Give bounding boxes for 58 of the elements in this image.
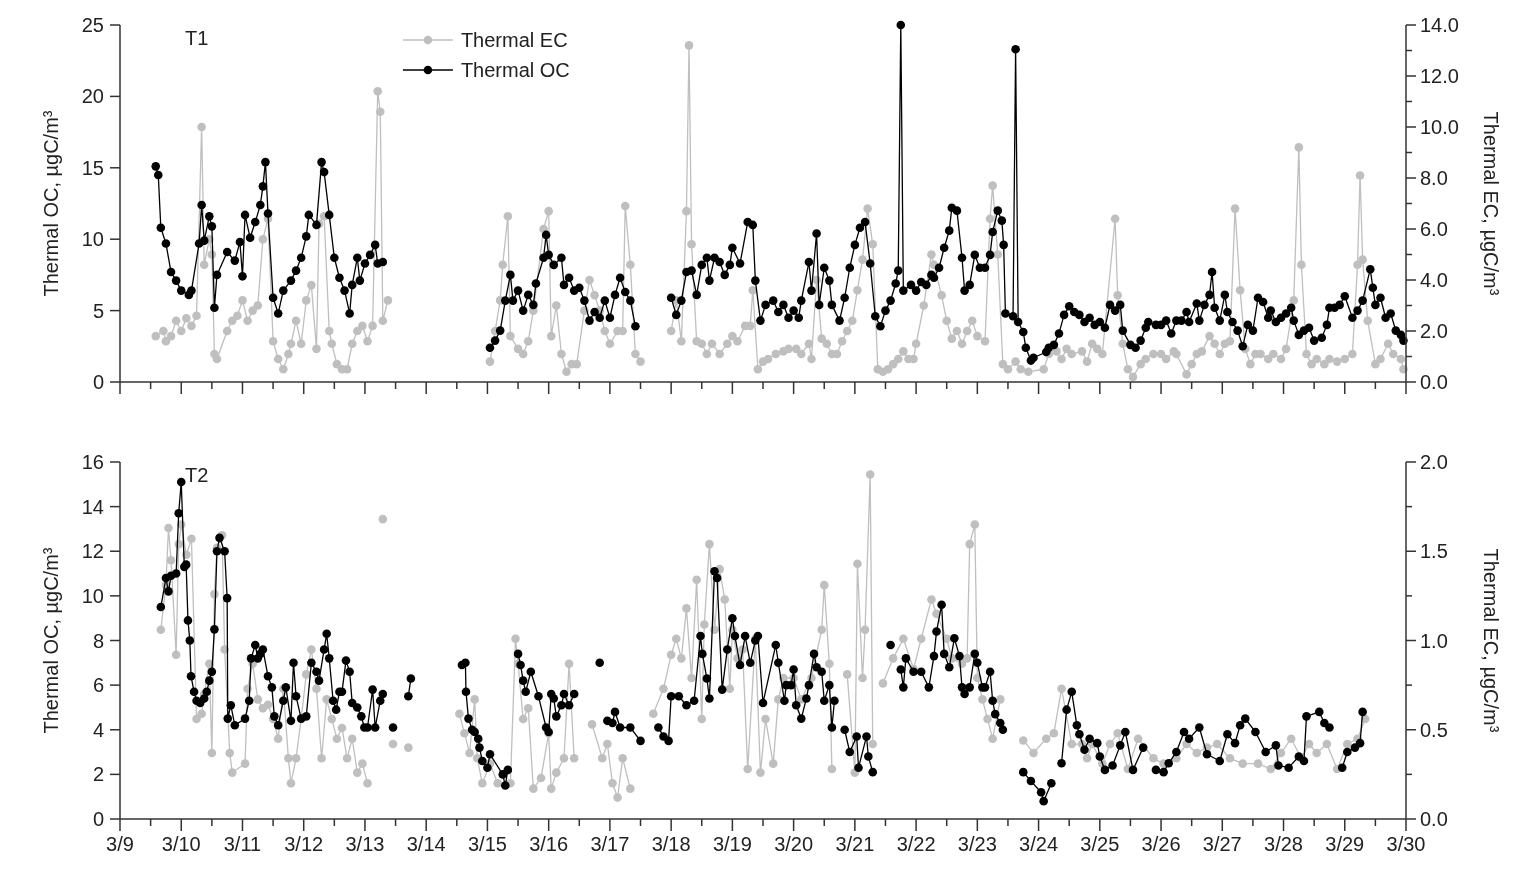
y-tick-label: 6	[92, 674, 104, 697]
y2-tick-label: 4.0	[1420, 269, 1448, 291]
y2-tick-label: 0.0	[1420, 371, 1448, 393]
x-tick-label: 3/14	[406, 833, 446, 855]
legend-label: Thermal OC	[460, 59, 570, 81]
y2-tick-label: 2.0	[1420, 320, 1448, 342]
x-tick-label: 3/24	[1019, 833, 1059, 855]
y2-tick-label: 1.5	[1420, 540, 1448, 563]
x-tick-label: 3/20	[774, 833, 814, 855]
y-tick-label: 12	[81, 540, 104, 563]
y-tick-label: 20	[81, 85, 104, 108]
y-tick-label: 5	[92, 299, 104, 322]
y-axis-title: Thermal OC, µgC/m³	[40, 547, 62, 734]
legend-label: Thermal EC	[460, 29, 568, 51]
x-tick-label: 3/22	[896, 833, 936, 855]
y-tick-label: 0	[92, 371, 104, 393]
x-tick-label: 3/21	[835, 833, 875, 855]
y2-tick-label: 0.0	[1420, 808, 1448, 830]
y-tick-label: 15	[81, 156, 104, 179]
y2-tick-label: 10.0	[1420, 116, 1459, 138]
y-tick-label: 10	[81, 228, 104, 251]
x-tick-label: 3/10	[161, 833, 201, 855]
y2-tick-label: 1.0	[1420, 629, 1448, 652]
x-tick-label: 3/27	[1202, 833, 1242, 855]
y-tick-label: 4	[92, 718, 104, 741]
chart-title: T1	[185, 27, 209, 49]
x-tick-label: 3/17	[590, 833, 630, 855]
x-tick-label: 3/18	[651, 833, 691, 855]
y2-axis-title: Thermal EC, µgC/m³	[1480, 111, 1502, 296]
y-axis-title: Thermal OC, µgC/m³	[40, 110, 62, 297]
y-tick-label: 2	[92, 763, 104, 786]
y2-tick-label: 0.5	[1420, 718, 1448, 741]
x-tick-label: 3/26	[1141, 833, 1181, 855]
x-tick-label: 3/15	[467, 833, 507, 855]
x-tick-label: 3/19	[712, 833, 752, 855]
x-tick-label: 3/16	[529, 833, 569, 855]
y2-tick-label: 2.0	[1420, 451, 1448, 473]
y2-tick-label: 6.0	[1420, 218, 1448, 240]
y2-tick-label: 8.0	[1420, 167, 1448, 189]
x-tick-label: 3/11	[223, 833, 262, 855]
y-tick-label: 0	[92, 808, 104, 830]
x-tick-label: 3/13	[345, 833, 385, 855]
y-tick-label: 25	[81, 14, 104, 36]
y-tick-label: 8	[92, 629, 104, 652]
y2-axis-title: Thermal EC, µgC/m³	[1480, 548, 1502, 733]
y-tick-label: 10	[81, 584, 104, 607]
x-tick-label: 3/25	[1080, 833, 1120, 855]
x-tick-label: 3/30	[1386, 833, 1426, 855]
x-tick-label: 3/23	[957, 833, 997, 855]
y-tick-label: 14	[81, 495, 104, 518]
chart-title: T2	[185, 464, 209, 486]
x-tick-label: 3/9	[106, 833, 134, 855]
x-tick-label: 3/28	[1264, 833, 1303, 855]
y-tick-label: 16	[81, 451, 104, 473]
x-tick-label: 3/29	[1325, 833, 1365, 855]
y2-tick-label: 12.0	[1420, 65, 1459, 87]
y2-tick-label: 14.0	[1420, 14, 1459, 36]
x-tick-label: 3/12	[284, 833, 324, 855]
